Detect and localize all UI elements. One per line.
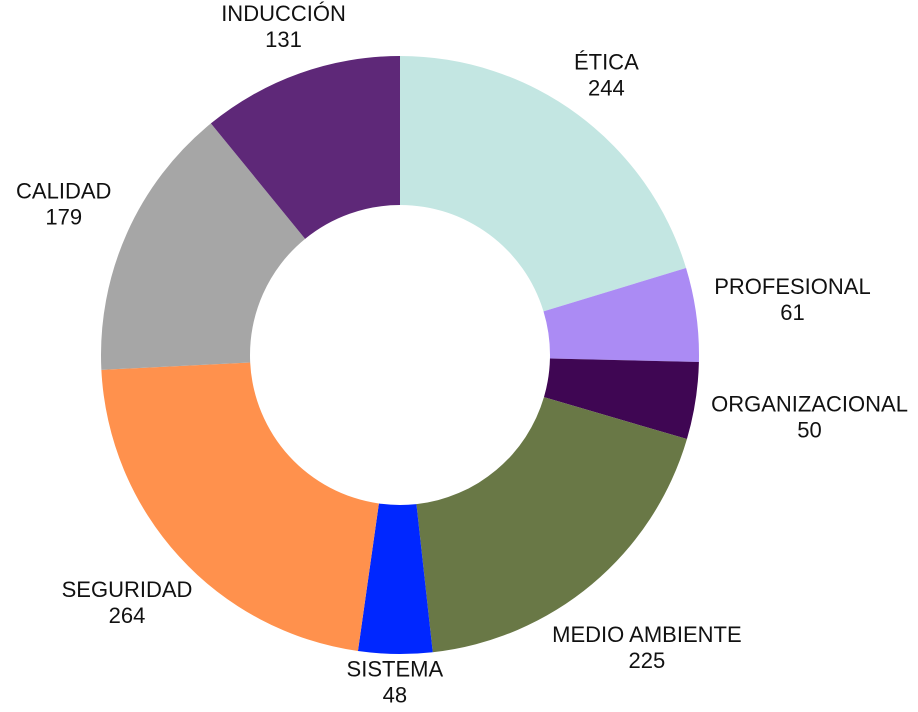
slice-value: 131 bbox=[265, 27, 302, 52]
donut-slice bbox=[400, 56, 687, 312]
donut-slice bbox=[416, 397, 687, 653]
donut-slice bbox=[101, 362, 379, 652]
slice-label: CALIDAD bbox=[16, 178, 111, 203]
donut-slice bbox=[210, 56, 400, 239]
slice-label: INDUCCIÓN bbox=[221, 1, 346, 26]
slice-label: SEGURIDAD bbox=[62, 577, 193, 602]
donut-slice bbox=[543, 358, 699, 440]
slice-value: 61 bbox=[780, 300, 804, 325]
slice-value: 50 bbox=[797, 417, 821, 442]
donut-slice bbox=[101, 123, 306, 370]
slice-value: 225 bbox=[629, 648, 666, 673]
slice-label: ORGANIZACIONAL bbox=[711, 391, 908, 416]
donut-slice bbox=[543, 267, 700, 363]
slice-value: 48 bbox=[383, 682, 407, 707]
donut-slice bbox=[357, 503, 433, 654]
slice-label: SISTEMA bbox=[347, 656, 444, 681]
slice-label: ÉTICA bbox=[574, 49, 639, 74]
slice-value: 244 bbox=[588, 75, 625, 100]
slice-label: MEDIO AMBIENTE bbox=[552, 622, 741, 647]
slice-value: 264 bbox=[109, 603, 146, 628]
slice-label: PROFESIONAL bbox=[714, 274, 870, 299]
slice-value: 179 bbox=[45, 204, 82, 229]
